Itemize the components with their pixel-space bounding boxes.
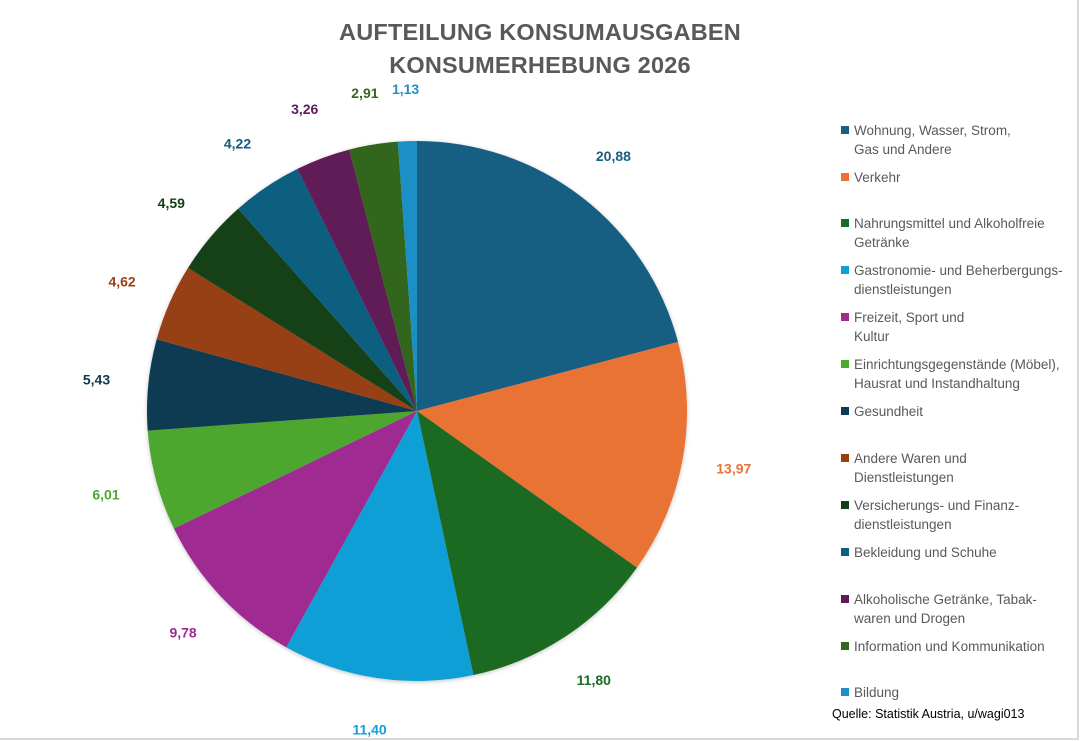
legend-swatch-icon	[841, 313, 849, 321]
pie-slice	[173, 411, 417, 648]
pie-slice	[417, 141, 678, 411]
legend-swatch-icon	[841, 219, 849, 227]
pie-data-label: 3,26	[291, 101, 318, 117]
legend-label: Andere Waren und Dienstleistungen	[854, 451, 967, 485]
chart-title: AUFTEILUNG KONSUMAUSGABEN KONSUMERHEBUNG…	[0, 16, 1080, 82]
pie-slice	[286, 411, 474, 681]
pie-slice	[417, 341, 687, 568]
pie-slice	[147, 411, 417, 529]
pie-slice	[238, 168, 417, 411]
chart-title-line-1: AUFTEILUNG KONSUMAUSGABEN	[339, 19, 741, 45]
legend-swatch-icon	[841, 407, 849, 415]
legend-label: Einrichtungsgegenstände (Möbel), Hausrat…	[854, 357, 1060, 391]
pie-slice	[156, 267, 417, 411]
pie-data-label: 11,80	[577, 672, 611, 688]
legend-swatch-icon	[841, 266, 849, 274]
legend-label: Gastronomie- und Beherbergungs- dienstle…	[854, 263, 1063, 297]
legend-swatch-icon	[841, 688, 849, 696]
pie-slice	[397, 141, 417, 411]
legend-swatch-icon	[841, 595, 849, 603]
legend-swatch-icon	[841, 126, 849, 134]
pie-data-label: 6,01	[92, 486, 119, 502]
legend-label: Information und Kommunikation	[854, 639, 1045, 654]
legend-label: Versicherungs- und Finanz- dienstleistun…	[854, 498, 1020, 532]
pie-data-label: 9,78	[169, 624, 196, 640]
legend-label: Wohnung, Wasser, Strom, Gas und Andere	[854, 123, 1011, 157]
legend-swatch-icon	[841, 501, 849, 509]
pie-data-label: 13,97	[716, 461, 751, 477]
pie-slices	[147, 141, 687, 681]
legend-label: Bekleidung und Schuhe	[854, 545, 997, 560]
legend-label: Nahrungsmittel und Alkoholfreie Getränke	[854, 216, 1045, 250]
legend-label: Freizeit, Sport und Kultur	[854, 310, 965, 344]
legend-label: Alkoholische Getränke, Tabak- waren und …	[854, 592, 1037, 626]
legend-swatch-icon	[841, 548, 849, 556]
pie-data-label: 1,13	[392, 81, 419, 97]
pie-slice	[349, 141, 417, 411]
pie-slice	[147, 339, 417, 431]
legend-swatch-icon	[841, 360, 849, 368]
legend-swatch-icon	[841, 642, 849, 650]
pie-data-label: 2,91	[351, 85, 378, 101]
source-note: Quelle: Statistik Austria, u/wagi013	[832, 707, 1025, 721]
pie-data-label: 4,22	[224, 136, 251, 152]
pie-data-label: 4,59	[158, 195, 185, 211]
pie-slice	[297, 149, 417, 411]
legend-label: Bildung	[854, 685, 900, 700]
chart-subtitle: KONSUMERHEBUNG 2026	[389, 52, 691, 78]
pie-slice	[417, 411, 637, 676]
pie-data-label: 4,62	[108, 274, 135, 290]
pie-chart: 20,88 13,97 11,80 11,40 9,78 6,01 5,43 4,62 4,59…	[83, 81, 752, 737]
pie-data-label: 11,40	[352, 722, 386, 738]
legend-label: Gesundheit	[854, 404, 924, 419]
pie-data-labels: 20,88 13,97 11,80 11,40 9,78 6,01 5,43 4,62 4,59…	[83, 81, 752, 737]
legend-swatch-icon	[841, 454, 849, 462]
legend-label: Verkehr	[854, 170, 901, 185]
pie-data-label: 20,88	[596, 148, 631, 164]
pie-data-label: 5,43	[83, 372, 110, 388]
legend-swatch-icon	[841, 173, 849, 181]
pie-slice	[188, 208, 417, 411]
